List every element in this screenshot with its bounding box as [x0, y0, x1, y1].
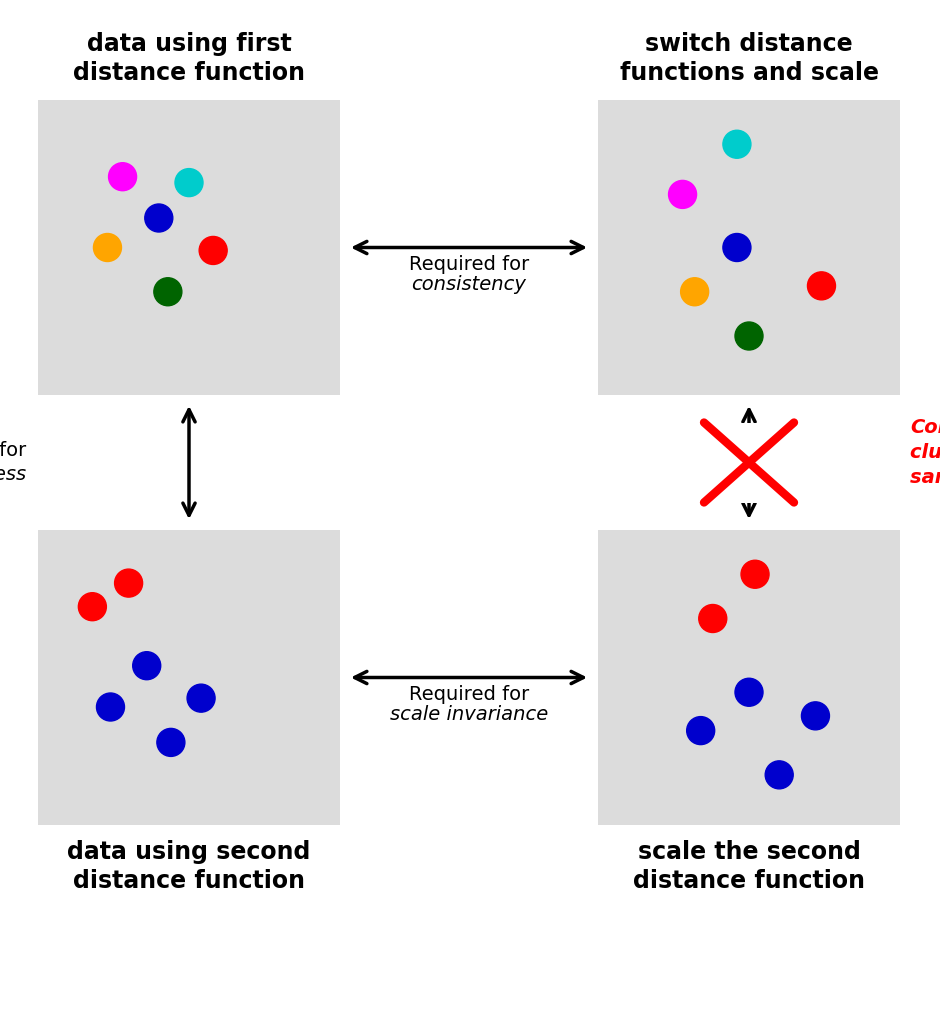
Circle shape: [802, 701, 829, 730]
Circle shape: [199, 237, 227, 264]
Text: data using first
distance function: data using first distance function: [73, 32, 305, 85]
Circle shape: [668, 180, 697, 209]
Text: Required for: Required for: [409, 256, 529, 274]
Text: richness: richness: [0, 465, 26, 484]
Text: Required for: Required for: [0, 441, 26, 460]
Circle shape: [765, 761, 793, 788]
Circle shape: [108, 163, 136, 190]
Circle shape: [97, 693, 124, 721]
Circle shape: [175, 169, 203, 197]
Bar: [704, 423, 794, 503]
Text: scale invariance: scale invariance: [390, 706, 548, 724]
Circle shape: [187, 684, 215, 712]
Circle shape: [145, 204, 173, 232]
Bar: [598, 100, 900, 395]
Circle shape: [723, 130, 751, 159]
Text: Contradictory
clusters for the
same data!: Contradictory clusters for the same data…: [910, 418, 940, 487]
Text: switch distance
functions and scale: switch distance functions and scale: [619, 32, 879, 85]
Bar: [38, 100, 340, 395]
Circle shape: [741, 560, 769, 588]
Bar: [38, 530, 340, 825]
Text: data using second
distance function: data using second distance function: [68, 840, 311, 893]
Circle shape: [115, 569, 143, 597]
Text: consistency: consistency: [412, 275, 526, 294]
Bar: [598, 530, 900, 825]
Circle shape: [735, 678, 763, 707]
Circle shape: [154, 278, 181, 306]
Circle shape: [681, 278, 709, 306]
Circle shape: [78, 593, 106, 621]
Circle shape: [93, 233, 121, 261]
Circle shape: [698, 604, 727, 633]
Text: Required for: Required for: [409, 685, 529, 705]
Circle shape: [807, 271, 836, 300]
Circle shape: [157, 728, 185, 757]
Circle shape: [735, 322, 763, 350]
Circle shape: [133, 651, 161, 680]
Circle shape: [723, 233, 751, 261]
Text: scale the second
distance function: scale the second distance function: [633, 840, 865, 893]
Circle shape: [687, 717, 714, 744]
